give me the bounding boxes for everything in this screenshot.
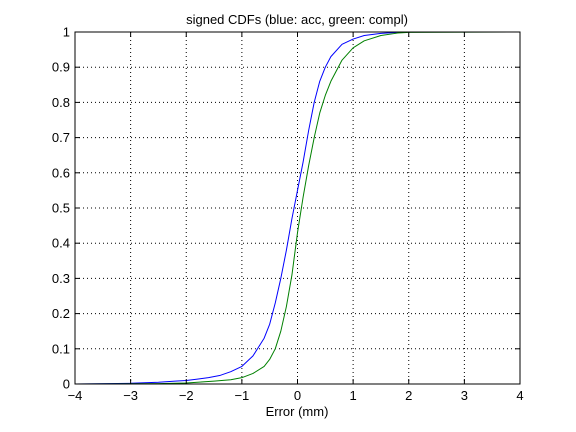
- x-tick-label: −2: [179, 388, 194, 403]
- y-tick-label: 0.6: [52, 165, 70, 180]
- y-tick-label: 0.7: [52, 130, 70, 145]
- series-line-green: [74, 31, 521, 385]
- x-axis-label: Error (mm): [266, 404, 329, 419]
- y-tick-label: 0.4: [52, 236, 70, 251]
- y-tick-label: 0.8: [52, 95, 70, 110]
- y-tick-label: 0.3: [52, 271, 70, 286]
- tick-marks: [74, 31, 521, 385]
- x-tick-labels: −4 −3 −2 −1 0 1 2 3 4: [68, 388, 524, 403]
- x-tick-label: −4: [68, 388, 83, 403]
- x-tick-label: 1: [350, 388, 357, 403]
- y-tick-labels: 0 0.1 0.2 0.3 0.4 0.5 0.6 0.7 0.8 0.9 1: [52, 25, 70, 392]
- plot-series: [74, 31, 521, 385]
- x-tick-label: 2: [405, 388, 412, 403]
- series-line-blue: [74, 31, 520, 385]
- x-tick-label: 3: [461, 388, 468, 403]
- y-tick-label: 0.2: [52, 306, 70, 321]
- x-tick-label: −1: [234, 388, 249, 403]
- y-tick-label: 1: [63, 25, 70, 40]
- y-tick-label: 0.1: [52, 341, 70, 356]
- x-tick-label: −3: [123, 388, 138, 403]
- x-tick-label: 0: [294, 388, 301, 403]
- y-tick-label: 0: [63, 377, 70, 392]
- grid-lines: [75, 32, 520, 384]
- y-tick-label: 0.5: [52, 201, 70, 216]
- y-tick-label: 0.9: [52, 60, 70, 75]
- chart-title: signed CDFs (blue: acc, green: compl): [186, 12, 408, 27]
- x-tick-label: 4: [516, 388, 523, 403]
